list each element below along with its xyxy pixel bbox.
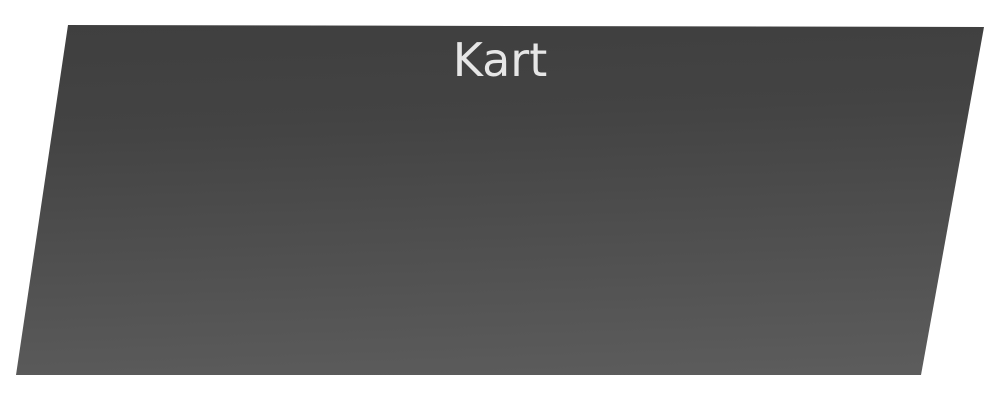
panel-title: Kart <box>452 33 548 87</box>
